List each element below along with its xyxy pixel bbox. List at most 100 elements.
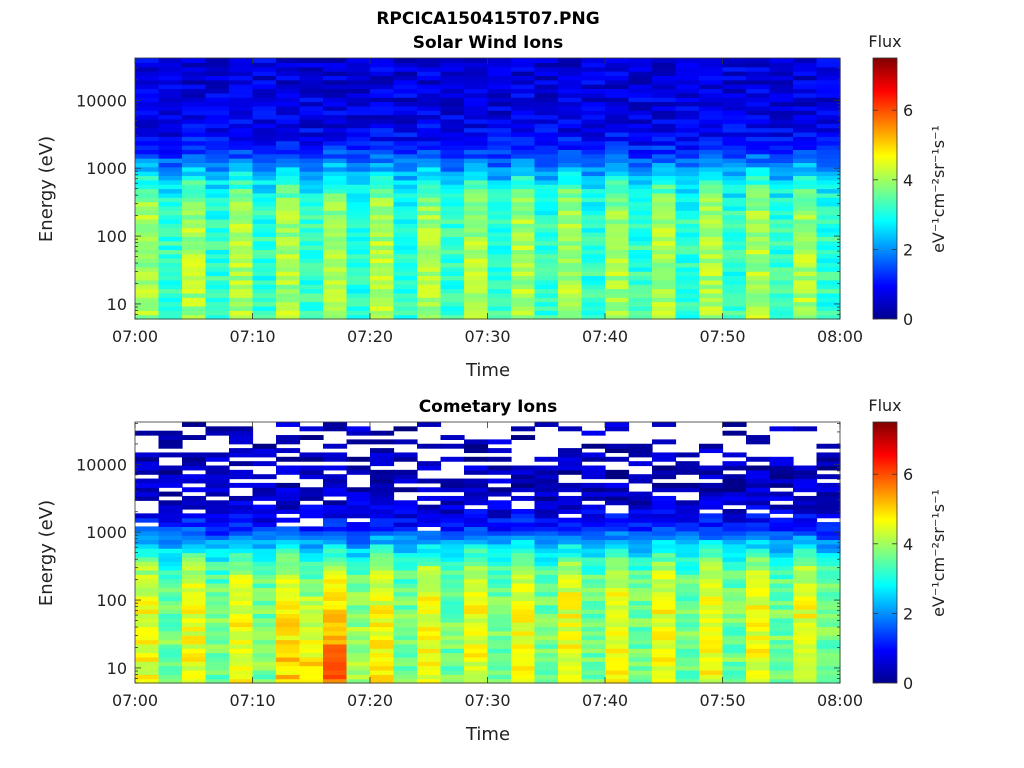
heatmap-cell (722, 297, 747, 303)
y-tick-label: 10000 (76, 455, 127, 474)
heatmap-cell (699, 158, 724, 163)
heatmap-cell (440, 232, 465, 237)
heatmap-cell (534, 175, 559, 181)
heatmap-cell (793, 66, 818, 72)
heatmap-cell (276, 214, 301, 220)
heatmap-cell (652, 504, 677, 510)
heatmap-cell (581, 79, 606, 85)
heatmap-cell (558, 643, 583, 649)
heatmap-cell (393, 145, 418, 150)
heatmap-cell (558, 275, 583, 281)
heatmap-cell (417, 75, 442, 81)
heatmap-cell (370, 678, 395, 684)
heatmap-cell (605, 271, 630, 277)
heatmap-cell (417, 158, 442, 163)
heatmap-cell (393, 630, 418, 636)
heatmap-cell (205, 426, 230, 432)
heatmap-cell (558, 240, 583, 246)
heatmap-cell (816, 158, 841, 163)
heatmap-cell (370, 223, 395, 229)
heatmap-cell (628, 153, 653, 159)
heatmap-cell (417, 66, 442, 72)
heatmap-cell (135, 140, 160, 146)
heatmap-cell (229, 652, 254, 658)
heatmap-cell (135, 587, 160, 593)
heatmap-cell (158, 105, 183, 111)
heatmap-cell (299, 674, 324, 680)
heatmap-cell (464, 245, 489, 250)
heatmap-cell (464, 166, 489, 172)
heatmap-cell (816, 258, 841, 264)
heatmap-cell (323, 643, 348, 649)
heatmap-cell (229, 292, 254, 298)
heatmap-cell (205, 149, 230, 155)
heatmap-cell (182, 548, 207, 554)
heatmap-cell (276, 482, 301, 488)
heatmap-cell (746, 548, 771, 554)
heatmap-cell (675, 314, 700, 320)
heatmap-cell (182, 84, 207, 90)
heatmap-cell (769, 517, 794, 523)
heatmap-cell (558, 75, 583, 81)
heatmap-cell (252, 92, 277, 98)
heatmap-cell (722, 630, 747, 636)
heatmap-cell (346, 131, 371, 137)
heatmap-cell (769, 58, 794, 63)
heatmap-cell (699, 314, 724, 320)
heatmap-cell (346, 596, 371, 601)
heatmap-cell (769, 188, 794, 194)
heatmap-cell (276, 600, 301, 606)
heatmap-cell (534, 314, 559, 320)
heatmap-cell (605, 114, 630, 120)
heatmap-cell (511, 179, 536, 185)
heatmap-cell (722, 262, 747, 268)
heatmap-cell (511, 92, 536, 98)
heatmap-cell (581, 114, 606, 120)
heatmap-cell (769, 596, 794, 601)
heatmap-cell (205, 678, 230, 684)
heatmap-cell (393, 439, 418, 445)
heatmap-cell (722, 266, 747, 272)
heatmap-cell (746, 656, 771, 662)
heatmap-cell (346, 88, 371, 94)
heatmap-cell (135, 253, 160, 259)
heatmap-cell (628, 565, 653, 571)
heatmap-cell (699, 674, 724, 680)
heatmap-cell (652, 500, 677, 506)
heatmap-cell (816, 456, 841, 462)
heatmap-cell (252, 504, 277, 510)
heatmap-cell (323, 266, 348, 272)
heatmap-cell (135, 561, 160, 567)
heatmap-cell (558, 97, 583, 103)
heatmap-cell (346, 656, 371, 662)
heatmap-cell (722, 509, 747, 514)
heatmap-cell (252, 118, 277, 124)
heatmap-cell (276, 422, 301, 427)
heatmap-cell (605, 205, 630, 211)
heatmap-cell (675, 266, 700, 272)
heatmap-cell (346, 66, 371, 72)
heatmap-cell (746, 297, 771, 303)
heatmap-cell (158, 439, 183, 445)
heatmap-cell (511, 136, 536, 142)
heatmap-cell (605, 275, 630, 281)
heatmap-cell (252, 561, 277, 567)
heatmap-cell (652, 292, 677, 298)
heatmap-cell (135, 626, 160, 632)
heatmap-cell (558, 162, 583, 168)
heatmap-cell (252, 596, 277, 601)
heatmap-cell (464, 465, 489, 471)
heatmap-cell (581, 678, 606, 684)
heatmap-cell (816, 600, 841, 606)
heatmap-cell (628, 678, 653, 684)
heatmap-cell (628, 582, 653, 588)
heatmap-cell (299, 297, 324, 303)
heatmap-cell (252, 310, 277, 316)
heatmap-cell (393, 66, 418, 72)
x-tick-label: 07:00 (112, 327, 158, 346)
heatmap-cell (299, 530, 324, 536)
heatmap-cell (417, 145, 442, 150)
heatmap-cell (675, 539, 700, 545)
heatmap-cell (816, 118, 841, 124)
heatmap-cell (628, 596, 653, 601)
